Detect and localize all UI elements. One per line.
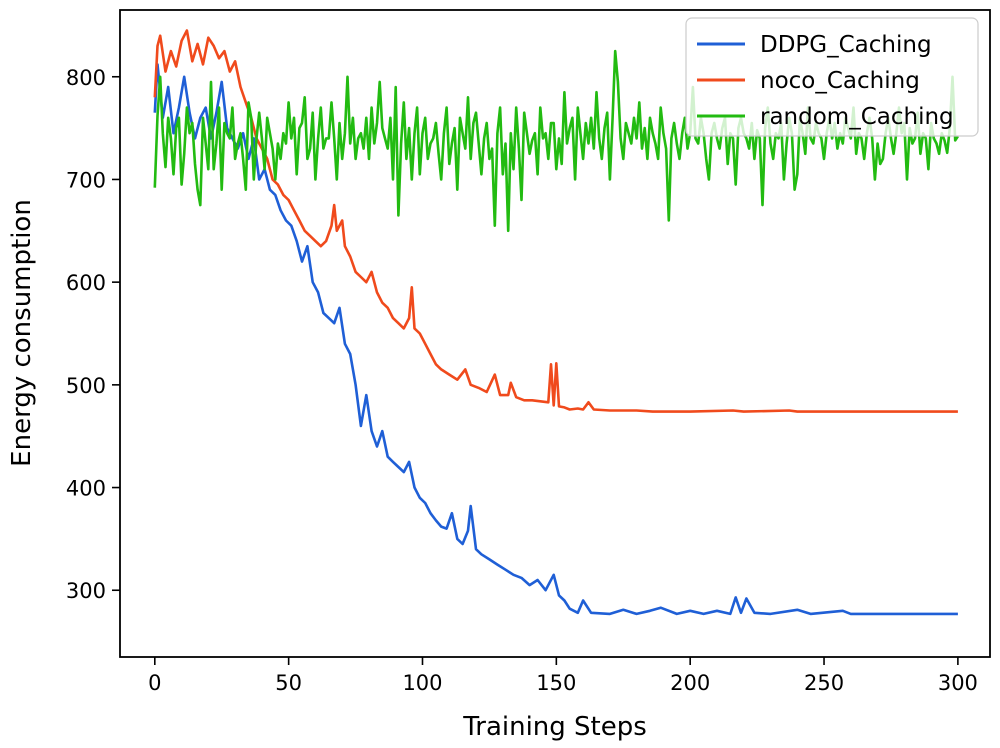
- x-tick-label: 50: [275, 671, 302, 695]
- legend-box: [685, 17, 979, 137]
- y-tick-label: 400: [66, 477, 106, 501]
- series-line-noco-caching: [153, 29, 958, 413]
- plot-frame: [119, 9, 991, 658]
- series-line-ddpg-caching: [153, 63, 958, 616]
- y-tick-label: 700: [66, 168, 106, 192]
- y-axis-label: Energy consumption: [7, 199, 37, 467]
- y-tick-label: 500: [66, 374, 106, 398]
- y-tick-label: 300: [66, 579, 106, 603]
- legend-label-noco-caching: noco_Caching: [760, 68, 920, 94]
- x-tick-label: 0: [148, 671, 161, 695]
- ticks-layer: 0 50 100 150 200 250 300 300 400 500 600 700 800: [66, 66, 978, 695]
- x-tick-label: 300: [938, 671, 978, 695]
- x-tick-label: 150: [536, 671, 576, 695]
- x-tick-label: 250: [804, 671, 844, 695]
- y-tick-label: 800: [66, 66, 106, 90]
- x-axis-label: Training Steps: [462, 712, 647, 742]
- series-layer: [153, 29, 959, 616]
- legend-label-random-caching: random_Caching: [760, 104, 954, 130]
- legend: DDPG_Caching noco_Caching random_Caching: [685, 17, 979, 137]
- y-tick-label: 600: [66, 271, 106, 295]
- x-tick-label: 100: [402, 671, 442, 695]
- x-tick-label: 200: [670, 671, 710, 695]
- series-line-random-caching: [153, 49, 959, 233]
- legend-label-ddpg-caching: DDPG_Caching: [760, 32, 932, 58]
